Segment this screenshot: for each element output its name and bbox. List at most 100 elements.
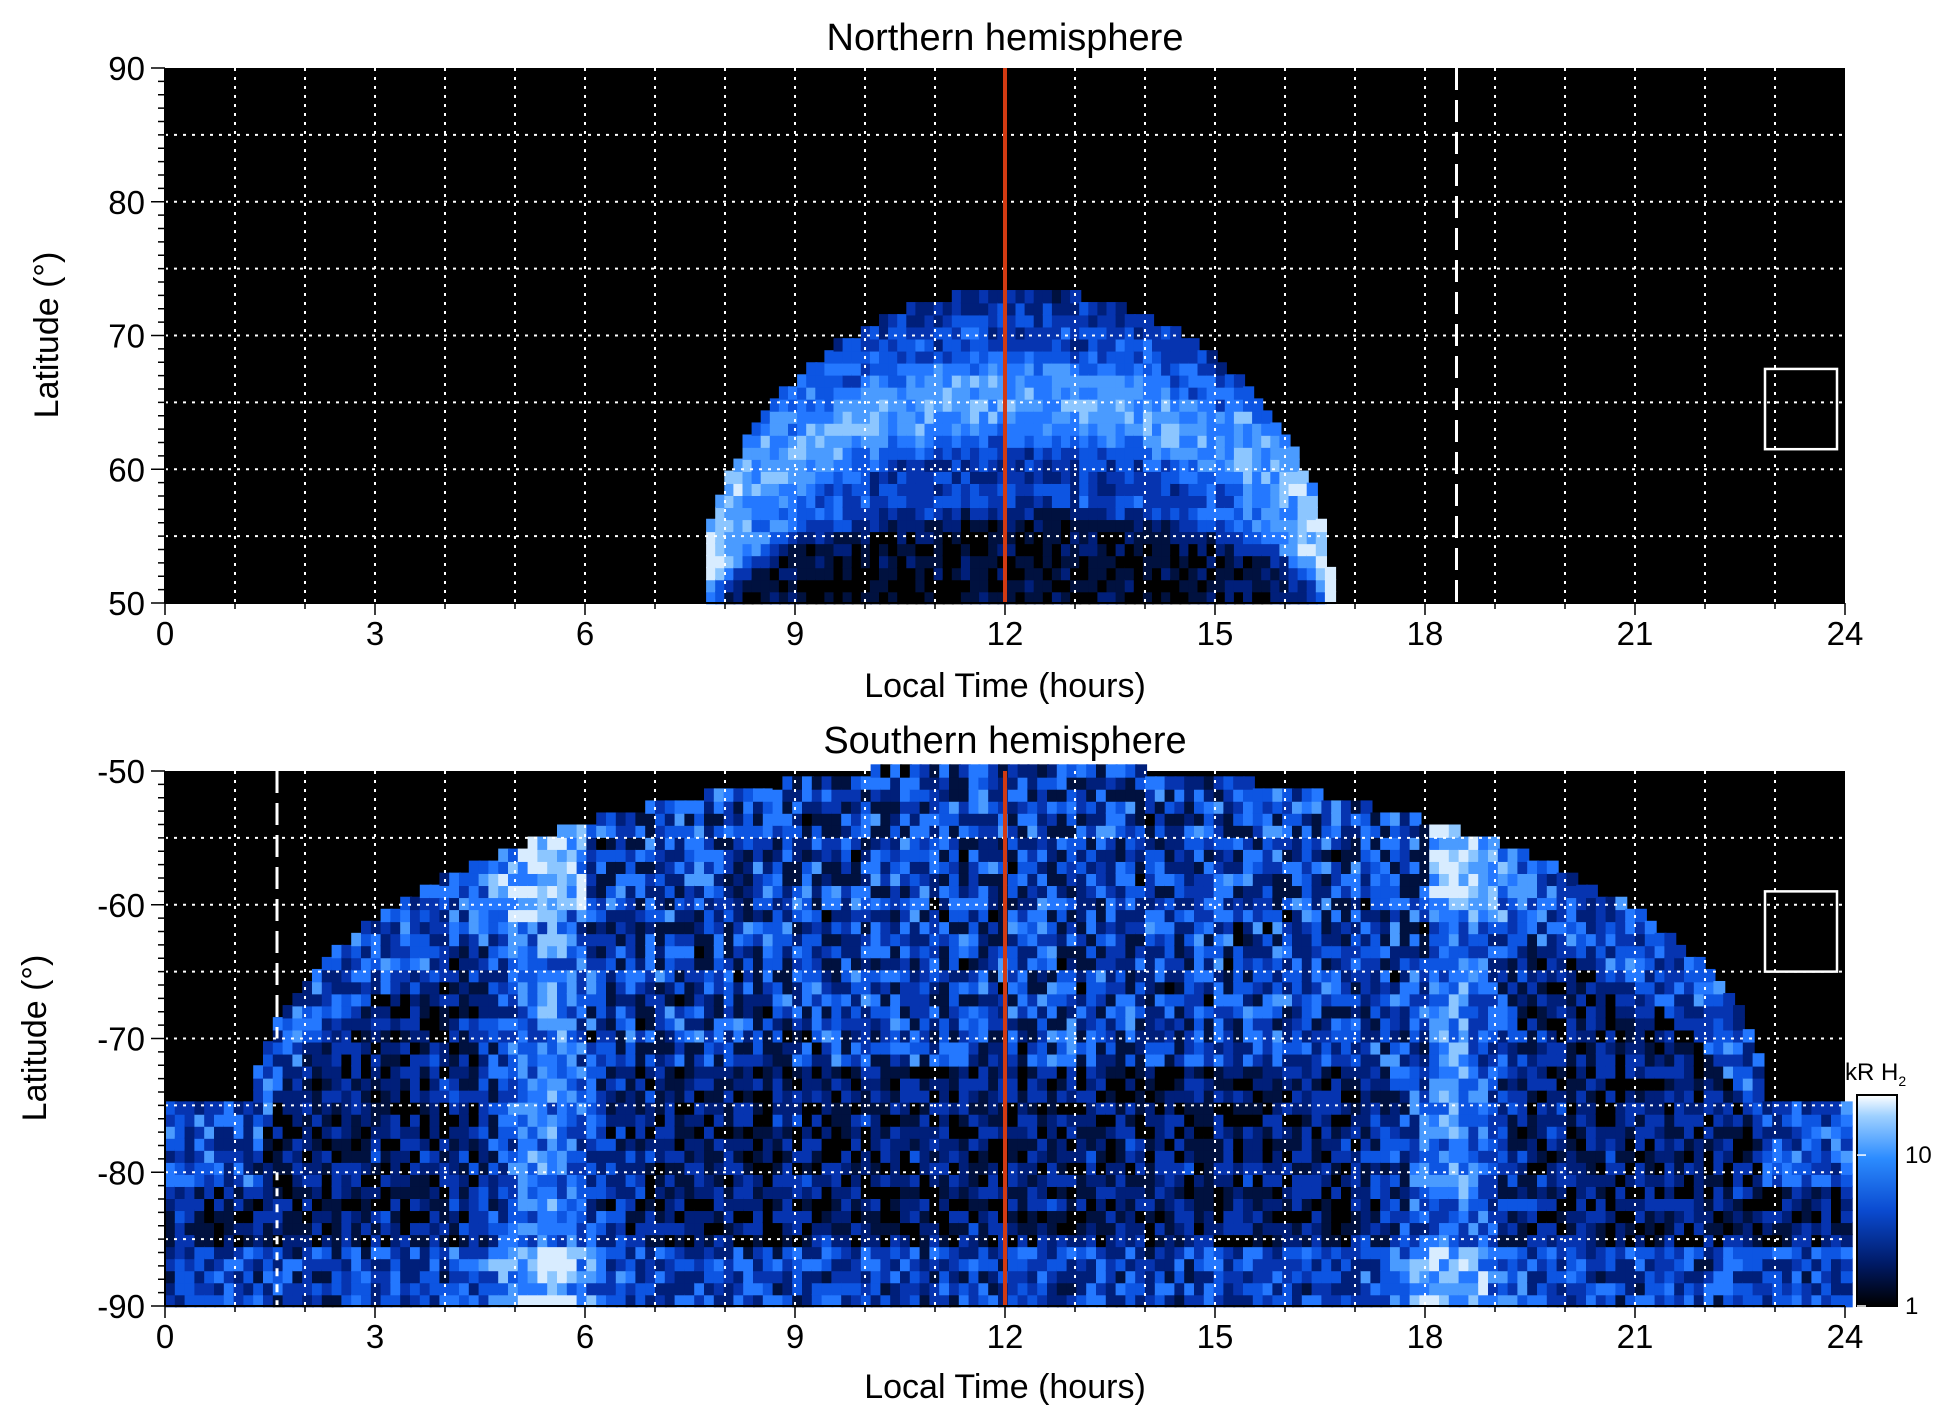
emission-cell [331, 1005, 344, 1019]
emission-cell [351, 980, 364, 995]
emission-cell [880, 1221, 893, 1236]
emission-cell [361, 1209, 373, 1224]
emission-cell [743, 1269, 756, 1284]
emission-cell [1252, 578, 1264, 593]
emission-cell [194, 1197, 207, 1212]
emission-cell [970, 422, 982, 436]
emission-cell [806, 530, 818, 545]
emission-cell [547, 1089, 560, 1103]
emission-cell [879, 386, 891, 400]
emission-cell [968, 1125, 981, 1139]
emission-cell [870, 908, 883, 923]
emission-cell [321, 1029, 334, 1043]
emission-cell [174, 1137, 187, 1151]
emission-cell [860, 422, 872, 436]
emission-cell [1037, 824, 1050, 838]
emission-cell [900, 1185, 912, 1199]
emission-cell [576, 944, 589, 959]
emission-cell [1142, 590, 1155, 605]
emission-cell [694, 1293, 707, 1308]
emission-cell [753, 872, 765, 887]
emission-cell [733, 1173, 746, 1187]
emission-cell [1133, 482, 1145, 496]
emission-cell [449, 1041, 462, 1055]
emission-cell [400, 896, 413, 911]
emission-cell [753, 956, 765, 971]
emission-cell [960, 494, 973, 509]
emission-cell [772, 1125, 785, 1139]
emission-cell [751, 494, 763, 509]
emission-cell [1115, 314, 1127, 328]
emission-cell [949, 920, 961, 935]
emission-cell [459, 980, 471, 995]
emission-cell [684, 1041, 697, 1055]
emission-cell [753, 980, 765, 995]
emission-cell [331, 1197, 344, 1212]
emission-cell [1024, 326, 1036, 340]
emission-cell [942, 530, 954, 545]
emission-cell [1142, 542, 1155, 557]
emission-cell [958, 920, 971, 935]
emission-cell [742, 542, 754, 557]
emission-cell [282, 1281, 295, 1296]
emission-cell [302, 1065, 315, 1079]
emission-cell [915, 374, 927, 388]
emission-cell [811, 1137, 824, 1151]
emission-cell [851, 542, 863, 557]
emission-cell [1027, 1221, 1040, 1236]
emission-cell [713, 1257, 726, 1272]
emission-cell [1133, 578, 1145, 593]
emission-cell [888, 494, 900, 509]
emission-cell [851, 1173, 863, 1187]
emission-cell [792, 1269, 805, 1284]
emission-cell [576, 993, 589, 1007]
emission-cell [468, 1041, 481, 1055]
emission-cell [429, 884, 442, 899]
emission-cell [625, 1281, 638, 1296]
emission-cell [880, 1149, 893, 1163]
emission-cell [1066, 1137, 1079, 1151]
emission-cell [1007, 764, 1020, 778]
emission-cell [586, 848, 599, 862]
emission-cell [1179, 530, 1191, 545]
emission-cell [390, 1149, 403, 1163]
emission-cell [1088, 422, 1100, 436]
emission-cell [929, 1101, 942, 1115]
emission-cell [1015, 398, 1027, 412]
emission-cell [527, 1101, 540, 1115]
emission-cell [498, 1137, 511, 1151]
emission-cell [851, 482, 863, 496]
emission-cell [1047, 764, 1059, 778]
emission-cell [762, 1113, 775, 1127]
emission-cell [537, 1149, 550, 1163]
emission-cell [1252, 482, 1264, 496]
emission-cell [1079, 482, 1091, 496]
emission-cell [880, 776, 893, 790]
emission-cell [253, 1089, 266, 1103]
emission-cell [988, 518, 1000, 533]
emission-cell [915, 542, 927, 557]
emission-cell [351, 1053, 364, 1067]
emission-cell [743, 1257, 756, 1272]
emission-cell [468, 1005, 481, 1019]
emission-cell [733, 980, 746, 995]
emission-cell [576, 824, 589, 838]
emission-cell [988, 1221, 1001, 1236]
emission-cell [615, 993, 628, 1007]
emission-cell [439, 1077, 452, 1091]
emission-cell [390, 1197, 403, 1212]
emission-cell [410, 920, 422, 935]
emission-cell [968, 1065, 981, 1079]
emission-cell [1252, 422, 1264, 436]
emission-cell [410, 1197, 422, 1212]
emission-cell [321, 1221, 334, 1236]
emission-cell [694, 908, 707, 923]
emission-cell [1170, 458, 1182, 472]
emission-cell [742, 566, 754, 581]
emission-cell [704, 908, 716, 923]
emission-cell [1066, 1245, 1079, 1260]
emission-cell [508, 956, 520, 971]
emission-cell [439, 1209, 452, 1224]
emission-cell [1170, 530, 1182, 545]
emission-cell [694, 993, 707, 1007]
